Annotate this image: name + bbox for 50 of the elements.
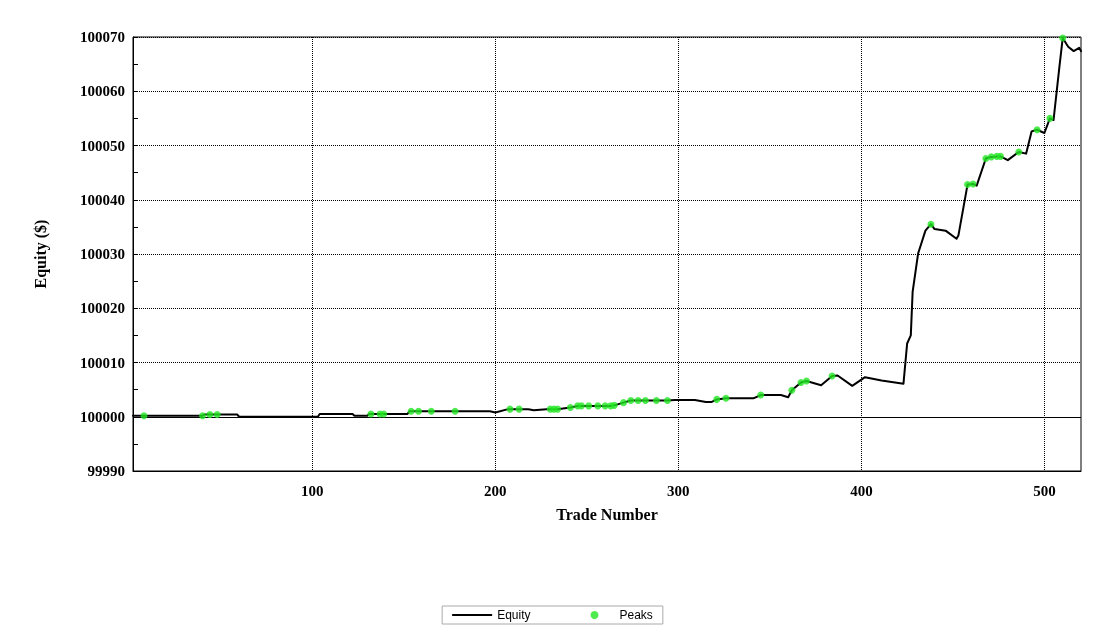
y-tick-label: 100030 xyxy=(80,246,125,262)
x-tick-label: 100 xyxy=(301,482,324,499)
point xyxy=(451,407,459,415)
point xyxy=(788,386,796,394)
x-tick-label: 400 xyxy=(850,482,873,499)
point xyxy=(427,407,435,415)
point xyxy=(415,407,422,415)
legend-label: Equity xyxy=(497,608,531,622)
point xyxy=(802,377,810,385)
point xyxy=(634,396,642,404)
point xyxy=(652,396,660,404)
point xyxy=(1046,114,1054,122)
x-tick-label: 300 xyxy=(667,482,690,499)
point xyxy=(199,412,207,420)
y-tick-label: 99990 xyxy=(87,463,125,479)
y-tick-label: 100020 xyxy=(80,300,125,317)
point xyxy=(554,405,562,413)
point xyxy=(627,396,635,404)
point xyxy=(206,411,214,419)
y-axis-title: Equity ($) xyxy=(31,219,50,289)
point xyxy=(663,396,671,404)
point xyxy=(515,405,523,413)
point xyxy=(566,404,574,412)
y-tick-label: 100070 xyxy=(80,29,125,45)
point xyxy=(713,395,721,403)
y-tick-label: 100040 xyxy=(80,191,125,208)
point xyxy=(380,410,388,418)
point xyxy=(585,402,593,410)
point xyxy=(757,391,765,399)
point xyxy=(1015,148,1023,156)
y-tick-label: 100000 xyxy=(80,408,125,425)
point xyxy=(594,402,602,410)
point xyxy=(213,411,221,419)
point xyxy=(641,396,649,404)
y-tick-label: 100050 xyxy=(80,137,125,154)
point xyxy=(797,379,805,387)
x-tick-label: 500 xyxy=(1033,482,1056,499)
legend-label: Peaks xyxy=(619,608,653,622)
y-tick-label: 100010 xyxy=(80,354,125,371)
point xyxy=(140,412,148,420)
point xyxy=(407,407,415,415)
x-axis-title: Trade Number xyxy=(556,505,658,523)
point xyxy=(722,394,730,402)
point xyxy=(982,155,990,163)
y-tick-label: 100060 xyxy=(80,83,125,100)
point xyxy=(927,220,935,228)
x-tick-label: 200 xyxy=(484,482,507,499)
point xyxy=(1033,126,1041,134)
point xyxy=(619,399,627,407)
point xyxy=(1059,34,1067,42)
